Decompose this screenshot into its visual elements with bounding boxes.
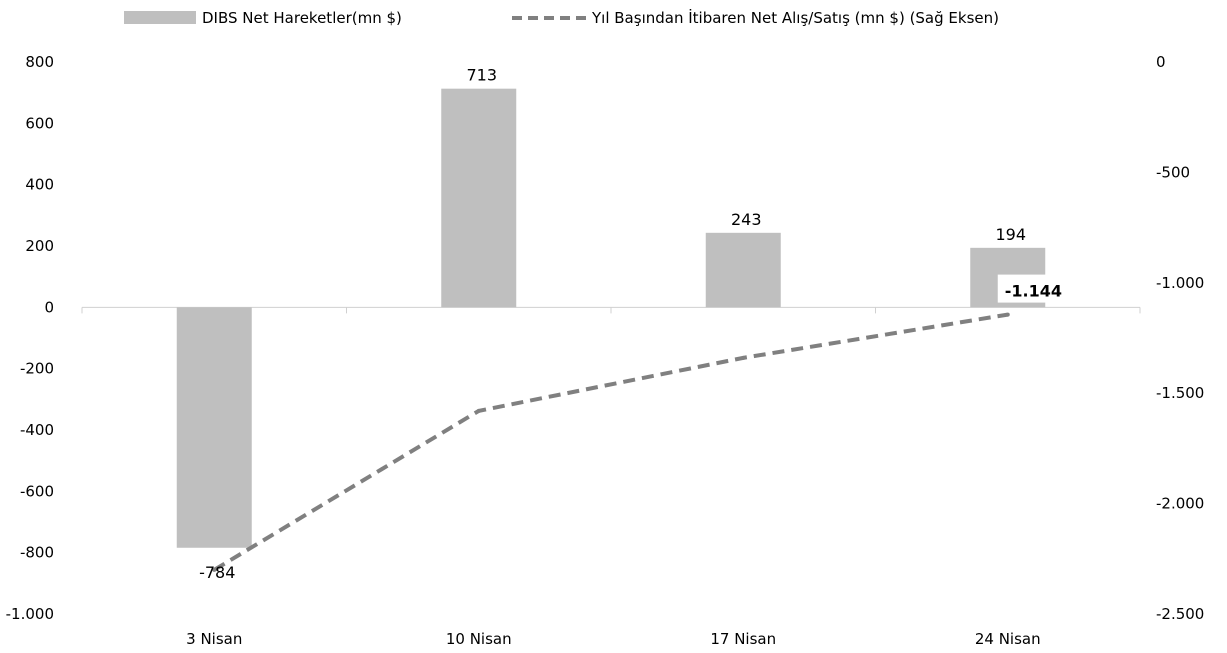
bar-series (176, 88, 1046, 548)
y-left-tick-label: -400 (20, 421, 54, 439)
y-left-tick-label: -600 (20, 482, 54, 500)
y-left-tick-label: 600 (25, 114, 54, 132)
y-left-tick-label: 200 (25, 237, 54, 255)
y-right-tick-label: -2.500 (1156, 605, 1204, 623)
y-axis-right: 0 -500 -1.000 -1.500 -2.000 -2.500 (1156, 53, 1204, 623)
y-left-tick-label: -800 (20, 544, 54, 562)
line-end-label-bg (997, 274, 1080, 303)
legend-label-bar: DIBS Net Hareketler(mn $) (202, 9, 402, 27)
line-series (212, 312, 1010, 572)
bar-data-label: 194 (995, 225, 1026, 244)
line-end-label: -1.144 (1005, 282, 1062, 301)
bar-data-label: 713 (466, 66, 497, 85)
legend-label-line: Yıl Başından İtibaren Net Alış/Satış (mn… (591, 8, 999, 27)
x-category-label: 24 Nisan (975, 630, 1041, 648)
bar-data-label: 243 (731, 210, 762, 229)
y-right-tick-label: 0 (1156, 53, 1166, 71)
line-point (741, 355, 746, 360)
legend: DIBS Net Hareketler(mn $) Yıl Başından İ… (124, 8, 999, 27)
bar (176, 307, 252, 548)
x-category-label: 17 Nisan (710, 630, 776, 648)
y-left-tick-label: -1.000 (6, 605, 54, 623)
y-left-tick-label: -200 (20, 360, 54, 378)
line-point (476, 408, 481, 413)
line-point (212, 567, 217, 572)
y-right-tick-label: -500 (1156, 163, 1190, 181)
bar (441, 88, 517, 308)
y-right-tick-label: -1.500 (1156, 384, 1204, 402)
x-category-label: 10 Nisan (446, 630, 512, 648)
y-left-tick-label: 400 (25, 176, 54, 194)
y-left-tick-label: 0 (44, 298, 54, 316)
x-category-label: 3 Nisan (186, 630, 242, 648)
y-right-tick-label: -2.000 (1156, 495, 1204, 513)
y-axis-left: 800 600 400 200 0 -200 -400 -600 -800 -1.000 (6, 53, 54, 623)
bar (705, 232, 781, 308)
bar-data-label: -784 (199, 563, 235, 582)
line-point (1005, 312, 1010, 317)
x-axis: 3 Nisan 10 Nisan 17 Nisan 24 Nisan (81, 306, 1141, 648)
y-right-tick-label: -1.000 (1156, 274, 1204, 292)
y-left-tick-label: 800 (25, 53, 54, 71)
data-labels: -784 713 243 194 -1.144 (199, 66, 1080, 582)
legend-swatch-bar (124, 11, 196, 24)
cumulative-line (213, 312, 1009, 572)
